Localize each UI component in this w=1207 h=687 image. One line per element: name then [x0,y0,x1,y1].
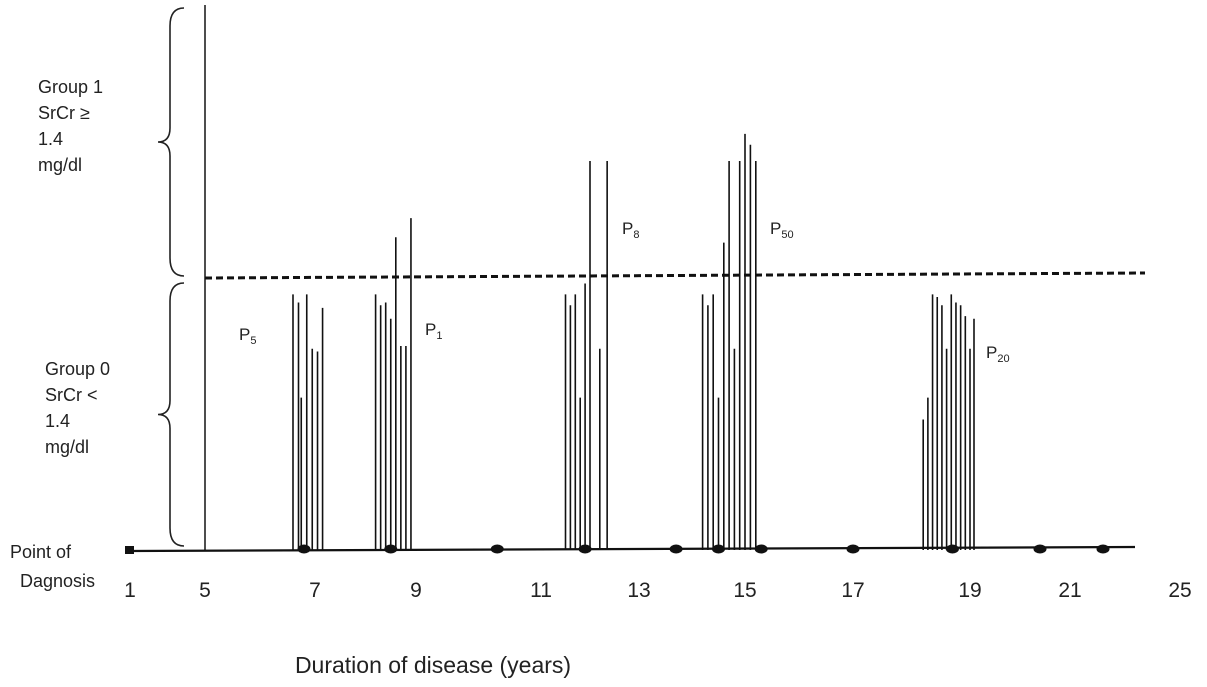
timeline-dot [491,545,504,554]
origin-label: Point of [10,542,72,562]
timeline-dot [579,545,592,554]
patient-label: P5 [239,325,256,347]
timeline-dot [1034,545,1047,554]
patient-label: P1 [425,320,442,342]
x-axis-label: Duration of disease (years) [295,652,571,678]
patient-label: P8 [622,219,639,241]
timeline-dot [125,546,134,554]
patient-label-subscript: 50 [781,229,793,241]
group-1-label: 1.4 [38,129,63,149]
x-tick-label: 17 [841,579,864,602]
timeline-dot [1097,545,1110,554]
x-tick-label: 9 [410,579,422,602]
timeline-dot [712,545,725,554]
group-1-label: Group 1 [38,77,103,97]
origin-label: Dagnosis [20,571,95,591]
x-tick-label: 7 [309,579,321,602]
timeline-dot [755,545,768,554]
group-1-brace [158,8,184,276]
patient-label: P50 [770,219,794,241]
group-0-label: 1.4 [45,411,70,431]
group-0-brace [158,283,184,546]
patient-label-subscript: 5 [250,335,256,347]
timeline-dot [847,545,860,554]
x-tick-label: 21 [1058,579,1081,602]
group-0-label: SrCr < [45,385,98,405]
patient-label: P20 [986,343,1010,365]
patient-label-subscript: 8 [633,229,639,241]
group-0-label: Group 0 [45,359,110,379]
group-1-label: SrCr ≥ [38,103,90,123]
x-tick-label: 19 [958,579,981,602]
threshold-line [205,273,1145,278]
timeline-dot [298,545,311,554]
timeline-dot [384,545,397,554]
timeline-dot [670,545,683,554]
x-tick-label: 5 [199,579,211,602]
patient-label-subscript: 1 [436,330,442,342]
timeline-dot [946,545,959,554]
patient-label-subscript: 20 [997,353,1009,365]
x-tick-label: 13 [627,579,650,602]
group-0-label: mg/dl [45,437,89,457]
group-1-label: mg/dl [38,155,82,175]
x-tick-label: 25 [1168,579,1191,602]
x-tick-label: 11 [530,579,552,602]
x-tick-label: 1 [124,579,136,602]
x-tick-label: 15 [733,579,756,602]
timeline-axis [130,547,1135,551]
